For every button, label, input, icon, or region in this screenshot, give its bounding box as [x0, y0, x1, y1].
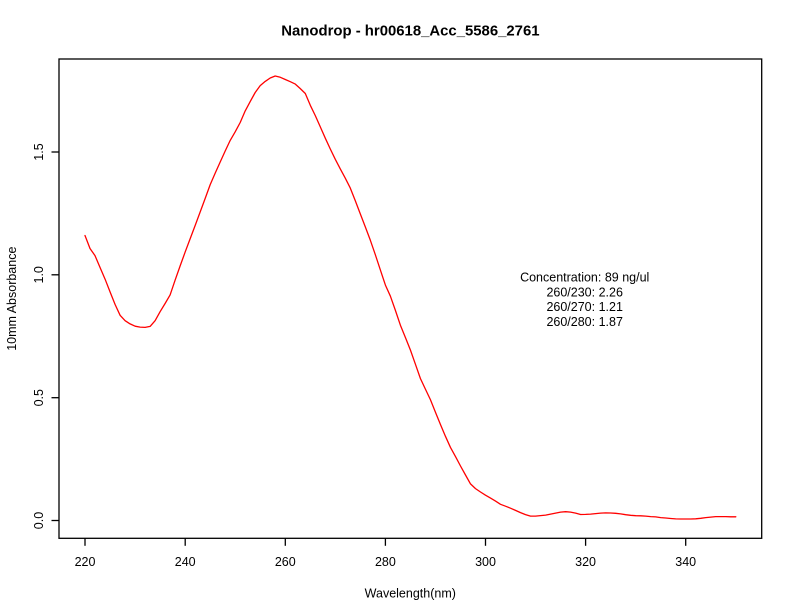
svg-text:320: 320 — [575, 555, 596, 569]
svg-text:260/230: 2.26: 260/230: 2.26 — [546, 285, 623, 299]
svg-text:260/280: 1.87: 260/280: 1.87 — [546, 315, 623, 329]
svg-text:10mm Absorbance: 10mm Absorbance — [5, 247, 19, 351]
svg-text:Wavelength(nm): Wavelength(nm) — [365, 586, 456, 600]
svg-text:240: 240 — [175, 555, 196, 569]
svg-text:220: 220 — [75, 555, 96, 569]
svg-text:1.0: 1.0 — [32, 266, 46, 283]
svg-text:0.5: 0.5 — [32, 389, 46, 406]
svg-text:260: 260 — [275, 555, 296, 569]
svg-text:Nanodrop - hr00618_Acc_5586_27: Nanodrop - hr00618_Acc_5586_2761 — [281, 23, 539, 39]
svg-text:260/270: 1.21: 260/270: 1.21 — [546, 300, 623, 314]
svg-text:280: 280 — [375, 555, 396, 569]
svg-text:0.0: 0.0 — [32, 512, 46, 529]
svg-text:1.5: 1.5 — [32, 143, 46, 160]
svg-text:300: 300 — [475, 555, 496, 569]
svg-text:Concentration: 89 ng/ul: Concentration: 89 ng/ul — [520, 271, 649, 285]
svg-text:340: 340 — [675, 555, 696, 569]
